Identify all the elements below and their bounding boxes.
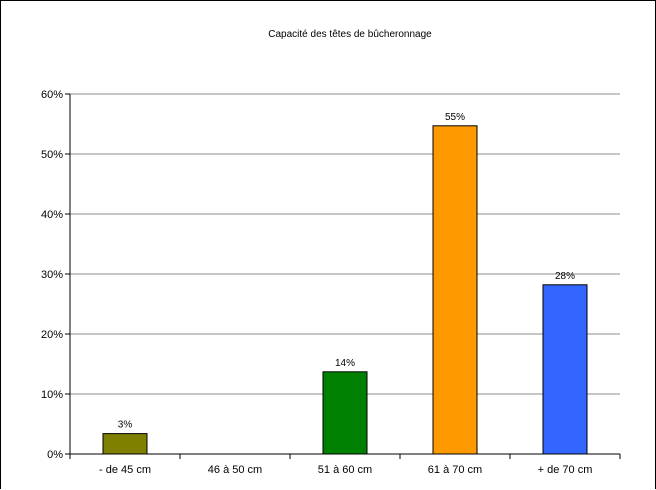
x-axis-ticks: - de 45 cm 46 à 50 cm 51 à 60 cm 61 à 70 cm… <box>69 454 621 476</box>
x-tick-label: - de 45 cm <box>99 464 151 476</box>
x-tick-label: 61 à 70 cm <box>428 464 482 476</box>
y-tick-label: 10% <box>41 389 63 401</box>
bar <box>432 125 478 455</box>
y-tick-label: 50% <box>41 149 63 161</box>
bar <box>322 371 368 455</box>
bar <box>542 284 588 455</box>
bars <box>102 125 588 455</box>
data-label: 14% <box>335 358 355 369</box>
gridlines <box>70 93 620 395</box>
data-labels: 3% 14% 55% 28% <box>118 112 575 431</box>
data-label: 55% <box>445 112 465 123</box>
y-tick-label: 40% <box>41 209 63 221</box>
axes <box>69 94 620 455</box>
chart-title: Capacité des têtes de bûcheronnage <box>268 29 432 40</box>
y-tick-label: 60% <box>41 89 63 101</box>
bar <box>102 433 148 455</box>
y-tick-label: 0% <box>47 449 63 461</box>
y-tick-label: 30% <box>41 269 63 281</box>
y-axis-ticks: 0% 10% 20% 30% 40% 50% 60% <box>41 89 70 461</box>
x-tick-label: 46 à 50 cm <box>208 464 262 476</box>
x-tick-label: + de 70 cm <box>538 464 593 476</box>
x-tick-label: 51 à 60 cm <box>318 464 372 476</box>
data-label: 3% <box>118 420 133 431</box>
y-tick-label: 20% <box>41 329 63 341</box>
data-label: 28% <box>555 271 575 282</box>
